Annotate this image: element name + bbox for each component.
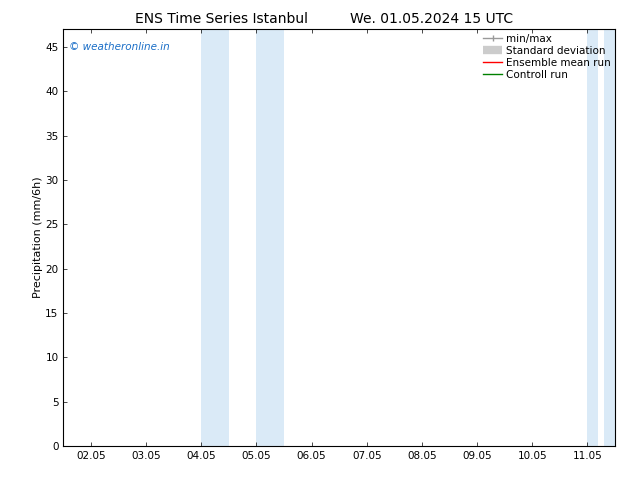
Text: ENS Time Series Istanbul: ENS Time Series Istanbul [136, 12, 308, 26]
Text: © weatheronline.in: © weatheronline.in [69, 42, 170, 52]
Bar [604, 29, 615, 446]
Bar [588, 29, 598, 446]
Bar [202, 29, 229, 446]
Legend: min/max, Standard deviation, Ensemble mean run, Controll run: min/max, Standard deviation, Ensemble me… [481, 31, 613, 82]
Text: We. 01.05.2024 15 UTC: We. 01.05.2024 15 UTC [349, 12, 513, 26]
Bar [256, 29, 284, 446]
Y-axis label: Precipitation (mm/6h): Precipitation (mm/6h) [32, 177, 42, 298]
